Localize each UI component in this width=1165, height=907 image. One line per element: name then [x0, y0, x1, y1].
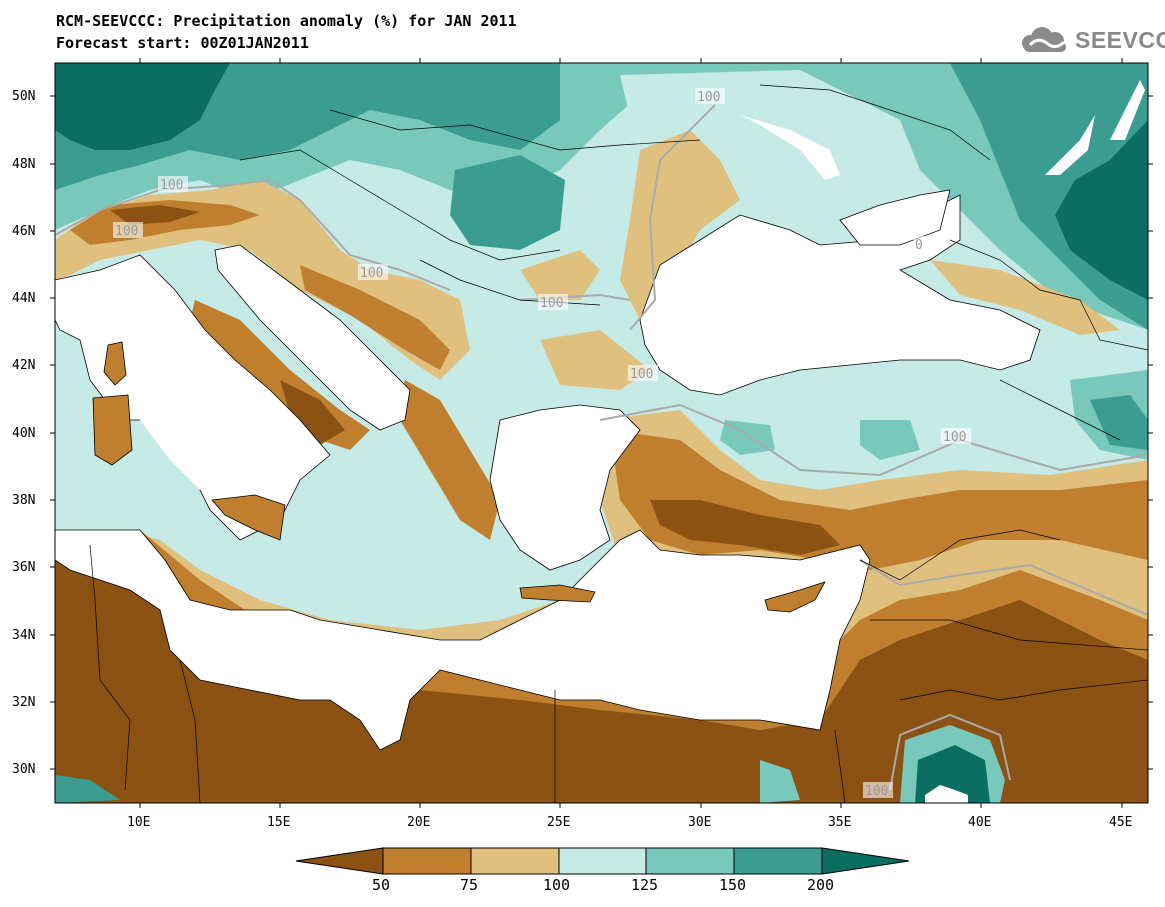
- lon-label: 25E: [547, 815, 570, 830]
- colorbar-swatch: [470, 847, 560, 875]
- wet-strong-hungary: [450, 155, 565, 250]
- map-subtitle: Forecast start: 00Z01JAN2011: [56, 34, 309, 52]
- lat-label: 36N: [12, 560, 35, 575]
- colorbar: 50 75 100 125 150 200: [295, 847, 910, 894]
- sardinia: [92, 394, 133, 466]
- wet-turkey-spot-1: [720, 420, 775, 455]
- colorbar-swatch: [295, 847, 384, 875]
- colorbar-label: 50: [372, 876, 390, 894]
- ukraine-white-streak: [740, 115, 840, 180]
- wet-turkey-spot-2: [860, 420, 920, 460]
- cyprus: [764, 581, 826, 613]
- lon-label: 10E: [127, 815, 150, 830]
- map-title: RCM-SEEVCCC: Precipitation anomaly (%) f…: [56, 12, 517, 30]
- aegean-sea: [489, 404, 641, 571]
- lat-label: 40N: [12, 426, 35, 441]
- lon-label: 45E: [1109, 815, 1132, 830]
- colorbar-swatch: [821, 847, 910, 875]
- dry-south-strong: [55, 545, 1148, 803]
- contour-label: 0: [915, 238, 923, 253]
- lat-label: 48N: [12, 157, 35, 172]
- dry-romania: [620, 130, 740, 320]
- wet-extreme-nw: [55, 63, 230, 150]
- colorbar-swatch: [382, 847, 472, 875]
- wet-turkey-east-strong: [1090, 395, 1148, 450]
- colorbar-swatch: [733, 847, 823, 875]
- dry-dinaric-core: [300, 265, 450, 370]
- crete: [519, 584, 596, 603]
- azov-sea: [839, 189, 951, 246]
- dry-alps-strong: [110, 205, 200, 225]
- contour-label: 100: [630, 367, 653, 382]
- dry-caucasus: [930, 260, 1120, 335]
- lat-label: 30N: [12, 762, 35, 777]
- lat-label: 42N: [12, 358, 35, 373]
- contour-label: 100: [160, 178, 183, 193]
- wet-extreme-ne: [1055, 120, 1148, 300]
- logo-text: SEEVCCC: [1075, 27, 1165, 53]
- lon-label: 15E: [267, 815, 290, 830]
- colorbar-label: 75: [460, 876, 478, 894]
- dry-serbia: [520, 250, 600, 300]
- contour-label: 100: [360, 266, 383, 281]
- colorbar-label: 200: [807, 876, 834, 894]
- russia-white-streak: [1045, 115, 1095, 175]
- lon-label: 30E: [688, 815, 711, 830]
- lat-label: 50N: [12, 89, 35, 104]
- black-sea: [639, 194, 1041, 396]
- lon-label: 40E: [968, 815, 991, 830]
- lon-label: 35E: [828, 815, 851, 830]
- lon-label: 20E: [407, 815, 430, 830]
- colorbar-swatch: [558, 847, 647, 875]
- dry-anatolia-strong: [650, 500, 840, 555]
- lat-axis: 50N 48N 46N 44N 42N 40N 38N 36N 34N 32N …: [12, 89, 1153, 777]
- corsica: [103, 341, 127, 386]
- cloud-icon: [1022, 27, 1066, 52]
- contour-label: 100: [943, 430, 966, 445]
- contour-label: 100: [865, 784, 888, 799]
- lon-axis: 10E 15E 20E 25E 30E 35E 40E 45E: [127, 58, 1132, 830]
- colorbar-label: 125: [631, 876, 658, 894]
- colorbar-label: 150: [719, 876, 746, 894]
- contour-labels: 100 100 100 100 100 100 100 100 0: [113, 88, 971, 799]
- contour-label: 100: [697, 90, 720, 105]
- lat-label: 38N: [12, 493, 35, 508]
- ne-white-streak: [1110, 80, 1145, 140]
- lat-label: 34N: [12, 628, 35, 643]
- lat-label: 44N: [12, 291, 35, 306]
- sicily: [211, 494, 286, 541]
- saudi-white-patch: [925, 785, 968, 803]
- colorbar-label: 100: [543, 876, 570, 894]
- wet-saudi-extreme: [915, 745, 990, 803]
- dry-greece: [400, 380, 500, 540]
- lat-label: 32N: [12, 695, 35, 710]
- adriatic-sea: [214, 244, 411, 431]
- dry-bulgaria: [540, 330, 650, 390]
- contour-label: 100: [115, 224, 138, 239]
- lat-label: 46N: [12, 224, 35, 239]
- contour-label: 100: [540, 296, 563, 311]
- colorbar-swatch: [645, 847, 735, 875]
- tyrrhenian-sea: [120, 320, 285, 500]
- map-field: 100 100 100 100 100 100 100 100 0: [55, 63, 1148, 803]
- wet-nafrica: [55, 775, 120, 803]
- wet-sinai: [760, 760, 800, 803]
